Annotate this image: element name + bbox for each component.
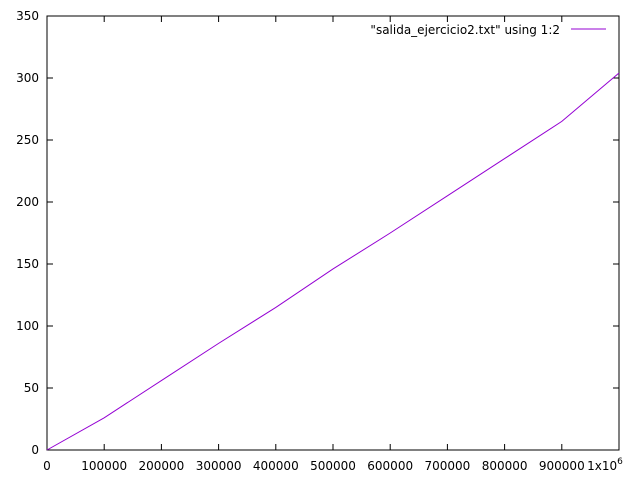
- x-tick-exponent: 6: [617, 457, 623, 467]
- plot-border: [46, 15, 620, 451]
- y-tick-label: 200: [16, 195, 39, 209]
- x-tick-label: 500000: [310, 459, 356, 473]
- legend-label: "salida_ejercicio2.txt" using 1:2: [370, 23, 560, 37]
- x-tick-label: 0: [43, 459, 51, 473]
- y-axis: 0 50 100 150 200 250 300 350: [16, 9, 619, 457]
- series-layer: [46, 72, 620, 451]
- y-tick-label: 300: [16, 71, 39, 85]
- y-tick-label: 50: [24, 381, 39, 395]
- y-tick-label: 100: [16, 319, 39, 333]
- x-tick-label: 900000: [539, 459, 585, 473]
- legend: "salida_ejercicio2.txt" using 1:2: [370, 23, 606, 37]
- x-tick-label: 300000: [196, 459, 242, 473]
- x-tick-label: 600000: [367, 459, 413, 473]
- y-tick-label: 250: [16, 133, 39, 147]
- x-tick-label: 700000: [424, 459, 470, 473]
- x-tick-label: 100000: [81, 459, 127, 473]
- y-tick-label: 150: [16, 257, 39, 271]
- series-line: [46, 72, 620, 451]
- x-tick-label: 200000: [138, 459, 184, 473]
- x-tick-label: 800000: [482, 459, 528, 473]
- y-tick-label: 350: [16, 9, 39, 23]
- x-tick-label: 1x106: [587, 457, 623, 473]
- x-axis: 0 100000 200000 300000 400000 500000 600000 700…: [43, 16, 623, 473]
- x-tick-label: 400000: [253, 459, 299, 473]
- y-tick-label: 0: [31, 443, 39, 457]
